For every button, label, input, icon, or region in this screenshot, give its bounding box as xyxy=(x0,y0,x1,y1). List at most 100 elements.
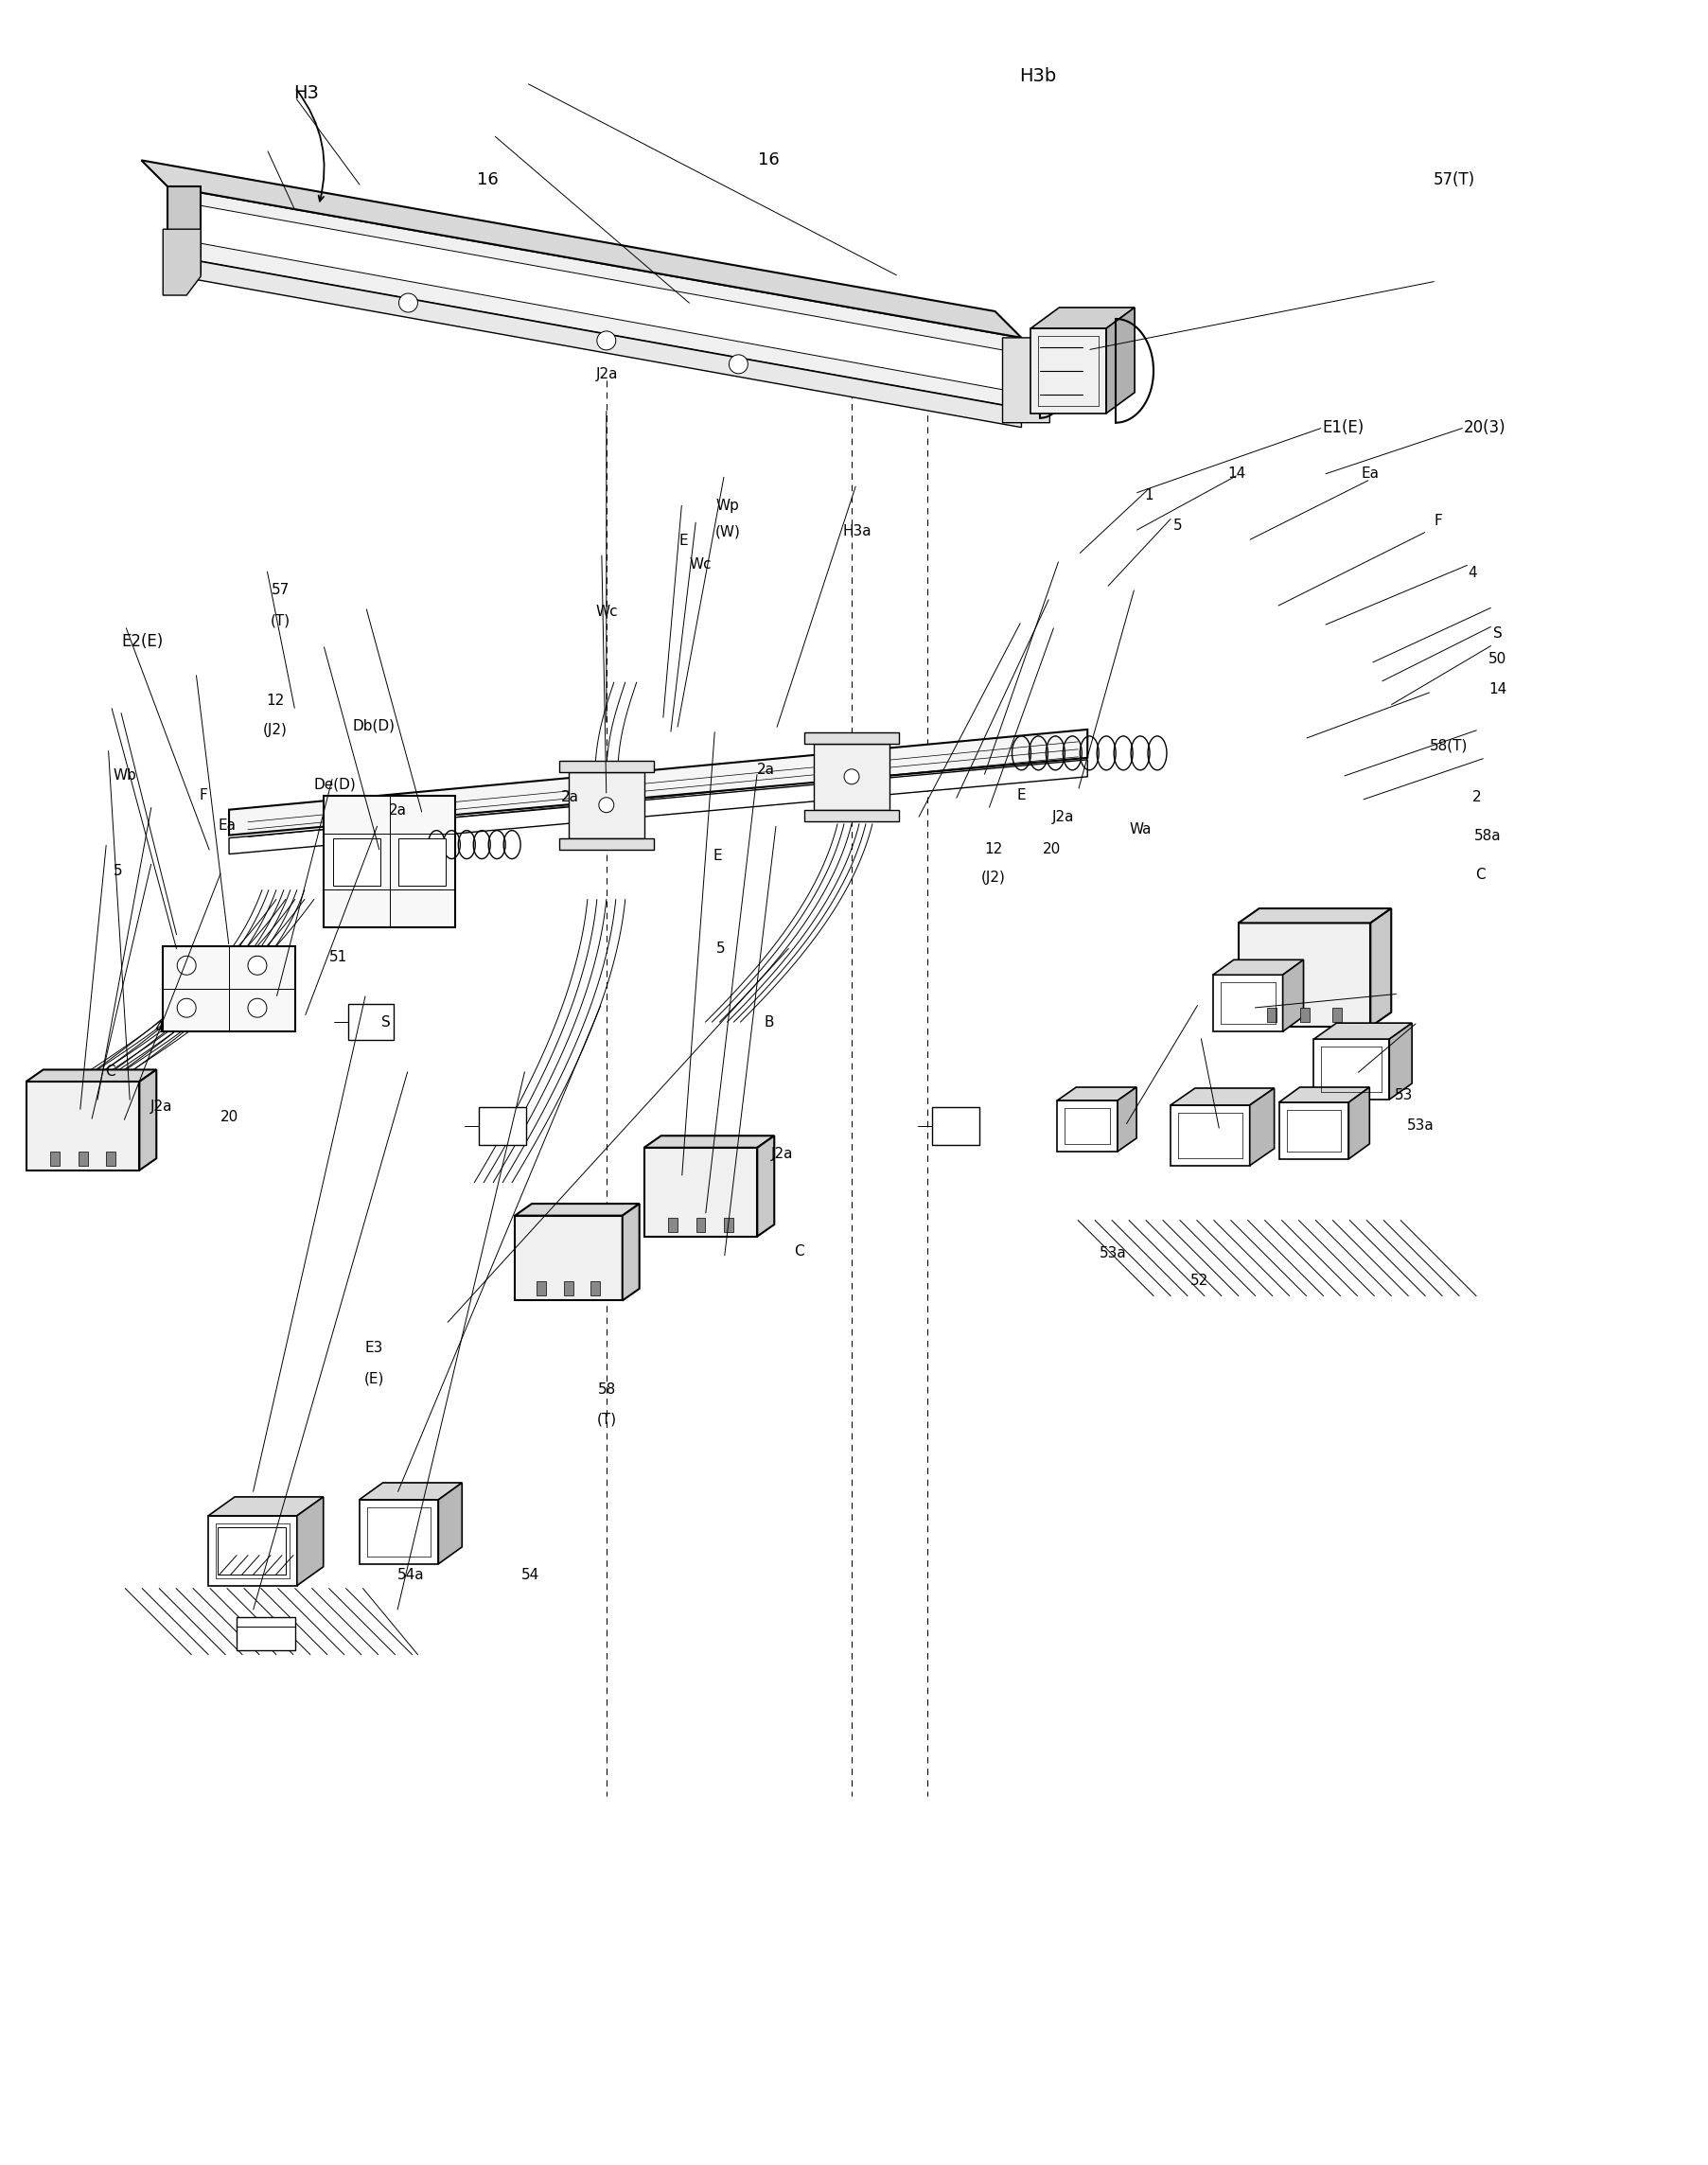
Bar xyxy=(79,1152,87,1165)
Text: 50: 50 xyxy=(1489,652,1506,667)
Text: Wb: Wb xyxy=(113,769,137,784)
Polygon shape xyxy=(1389,1024,1413,1100)
Polygon shape xyxy=(1250,1089,1274,1165)
Text: 12: 12 xyxy=(266,693,284,708)
Circle shape xyxy=(248,957,266,974)
Polygon shape xyxy=(229,730,1088,836)
Polygon shape xyxy=(559,838,654,849)
Polygon shape xyxy=(1170,1104,1250,1165)
Polygon shape xyxy=(514,1204,639,1215)
Polygon shape xyxy=(1057,1100,1117,1152)
Polygon shape xyxy=(202,206,1003,390)
Text: F: F xyxy=(200,788,208,803)
Circle shape xyxy=(248,998,266,1018)
Bar xyxy=(564,1282,574,1297)
Text: 58(T): 58(T) xyxy=(1430,738,1467,753)
Polygon shape xyxy=(167,186,1021,409)
Bar xyxy=(1332,1009,1342,1022)
Text: H3a: H3a xyxy=(844,524,871,539)
Text: C: C xyxy=(1476,868,1486,883)
Polygon shape xyxy=(323,795,456,927)
Text: H3: H3 xyxy=(294,84,318,102)
Polygon shape xyxy=(933,1106,979,1145)
Text: 2a: 2a xyxy=(560,790,579,805)
Polygon shape xyxy=(297,1496,323,1585)
Text: (E): (E) xyxy=(364,1370,384,1386)
Text: F: F xyxy=(1435,513,1442,528)
Polygon shape xyxy=(804,810,898,821)
Text: Wc: Wc xyxy=(690,556,712,572)
Text: J2a: J2a xyxy=(150,1100,173,1113)
Polygon shape xyxy=(208,1496,323,1516)
Text: Db(D): Db(D) xyxy=(352,719,395,734)
Polygon shape xyxy=(804,732,898,743)
Bar xyxy=(724,1217,734,1232)
Polygon shape xyxy=(237,1617,295,1650)
Polygon shape xyxy=(217,1526,285,1574)
Text: J2a: J2a xyxy=(772,1147,794,1160)
Text: 51: 51 xyxy=(330,950,347,963)
Polygon shape xyxy=(1213,974,1283,1031)
Text: 1: 1 xyxy=(1144,487,1153,502)
Polygon shape xyxy=(359,1483,463,1500)
Circle shape xyxy=(729,355,748,375)
Text: 2: 2 xyxy=(1472,790,1483,805)
Polygon shape xyxy=(1213,959,1303,974)
Polygon shape xyxy=(162,229,202,294)
Bar xyxy=(106,1152,116,1165)
Text: 14: 14 xyxy=(1489,682,1506,697)
Polygon shape xyxy=(1313,1039,1389,1100)
Text: J2a: J2a xyxy=(1052,810,1074,825)
Text: 4: 4 xyxy=(1467,565,1477,580)
Polygon shape xyxy=(140,1070,157,1171)
Text: S: S xyxy=(381,1015,391,1028)
Text: 53a: 53a xyxy=(1100,1247,1126,1260)
Text: S: S xyxy=(1493,626,1503,641)
Polygon shape xyxy=(757,1137,774,1236)
Text: Ea: Ea xyxy=(1361,465,1378,481)
Polygon shape xyxy=(400,838,446,885)
Polygon shape xyxy=(162,946,295,1031)
Text: J2a: J2a xyxy=(596,368,618,381)
Text: 57(T): 57(T) xyxy=(1433,171,1474,188)
Text: Wc: Wc xyxy=(596,604,618,619)
Text: 54: 54 xyxy=(521,1567,540,1583)
Text: E: E xyxy=(680,533,688,548)
Text: 2a: 2a xyxy=(389,803,407,818)
Polygon shape xyxy=(1370,909,1392,1026)
Polygon shape xyxy=(1003,338,1050,422)
Bar xyxy=(1267,1009,1276,1022)
Polygon shape xyxy=(208,1516,297,1585)
Text: Wp: Wp xyxy=(716,498,740,513)
Polygon shape xyxy=(359,1500,439,1563)
Polygon shape xyxy=(1279,1102,1349,1158)
Text: C: C xyxy=(104,1065,114,1078)
Text: 52: 52 xyxy=(1190,1273,1209,1288)
Text: 2a: 2a xyxy=(757,762,774,777)
Text: (T): (T) xyxy=(270,613,290,628)
Circle shape xyxy=(596,331,617,351)
Text: 54a: 54a xyxy=(398,1567,425,1583)
Text: (J2): (J2) xyxy=(982,870,1006,885)
Polygon shape xyxy=(478,1106,526,1145)
Text: E3: E3 xyxy=(366,1340,383,1355)
Text: 14: 14 xyxy=(1228,465,1247,481)
Text: De(D): De(D) xyxy=(314,777,355,792)
Text: C: C xyxy=(794,1245,804,1258)
Text: B: B xyxy=(763,1015,774,1028)
Polygon shape xyxy=(229,760,1088,853)
Circle shape xyxy=(178,998,196,1018)
Text: 5: 5 xyxy=(114,864,123,879)
Text: E1(E): E1(E) xyxy=(1322,420,1365,437)
Circle shape xyxy=(178,957,196,974)
Polygon shape xyxy=(1117,1087,1136,1152)
Polygon shape xyxy=(26,1070,157,1082)
Polygon shape xyxy=(167,255,1021,427)
Polygon shape xyxy=(569,773,644,838)
Text: H3b: H3b xyxy=(1020,67,1057,84)
Polygon shape xyxy=(142,160,1021,338)
Circle shape xyxy=(400,294,418,312)
Text: E2(E): E2(E) xyxy=(121,634,164,650)
Circle shape xyxy=(844,769,859,784)
Polygon shape xyxy=(644,1137,774,1147)
